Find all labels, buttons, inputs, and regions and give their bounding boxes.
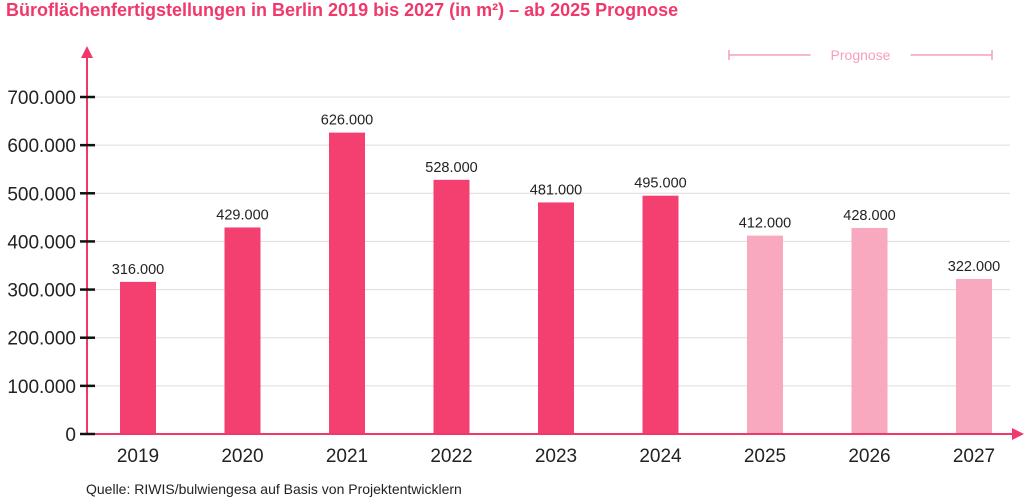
data-label: 428.000 xyxy=(843,208,895,224)
prognosis-label: Prognose xyxy=(831,47,891,63)
y-tick-label: 0 xyxy=(65,425,76,446)
x-tick-label: 2019 xyxy=(117,446,159,467)
bar-2026 xyxy=(851,227,888,434)
data-label: 429.000 xyxy=(216,207,268,223)
x-tick-label: 2026 xyxy=(848,446,890,467)
bar-2021 xyxy=(329,132,365,434)
x-tick-label: 2027 xyxy=(953,446,995,467)
x-axis-arrow xyxy=(1012,428,1024,440)
data-label: 495.000 xyxy=(634,176,686,192)
y-ticks: 0 100.000 200.000 300.000 400.000 500.000 600.… xyxy=(7,88,95,446)
y-tick-label: 600.000 xyxy=(7,136,76,157)
x-tick-label: 2020 xyxy=(221,446,263,467)
source-note: Quelle: RIWIS/bulwiengesa auf Basis von … xyxy=(86,481,462,497)
x-tick-label: 2025 xyxy=(744,446,786,467)
y-tick-label: 300.000 xyxy=(7,281,76,302)
bar-2023 xyxy=(538,202,574,434)
x-tick-labels: 2019 2020 2021 2022 2023 2024 2025 2026 2027 xyxy=(117,446,995,467)
bar-2020 xyxy=(224,227,261,434)
x-tick-label: 2024 xyxy=(639,446,682,467)
bar-2027 xyxy=(956,278,992,434)
y-tick-label: 500.000 xyxy=(7,184,76,205)
y-axis-arrow xyxy=(81,46,93,58)
bar-2019 xyxy=(120,281,156,434)
data-label: 481.000 xyxy=(530,182,582,198)
chart-title: Büroflächenfertigstellungen in Berlin 20… xyxy=(6,0,679,20)
bars xyxy=(120,132,992,434)
y-tick-label: 200.000 xyxy=(7,329,76,350)
y-tick-label: 400.000 xyxy=(7,232,76,253)
data-label: 316.000 xyxy=(112,262,164,278)
x-tick-label: 2023 xyxy=(535,446,577,467)
data-label: 528.000 xyxy=(425,160,477,176)
data-label: 322.000 xyxy=(948,259,1000,275)
data-label: 412.000 xyxy=(739,216,791,232)
y-tick-label: 700.000 xyxy=(7,88,76,109)
prognosis-marker: Prognose xyxy=(728,47,993,63)
bar-2024 xyxy=(642,195,679,434)
y-tick-label: 100.000 xyxy=(7,377,76,398)
axes xyxy=(81,46,1024,440)
data-label: 626.000 xyxy=(321,113,373,129)
data-labels: 316.000 429.000 626.000 528.000 481.000 495.0… xyxy=(112,113,1000,278)
x-tick-label: 2021 xyxy=(326,446,368,467)
bar-2022 xyxy=(433,179,470,434)
x-tick-label: 2022 xyxy=(430,446,472,467)
bar-2025 xyxy=(747,235,783,434)
